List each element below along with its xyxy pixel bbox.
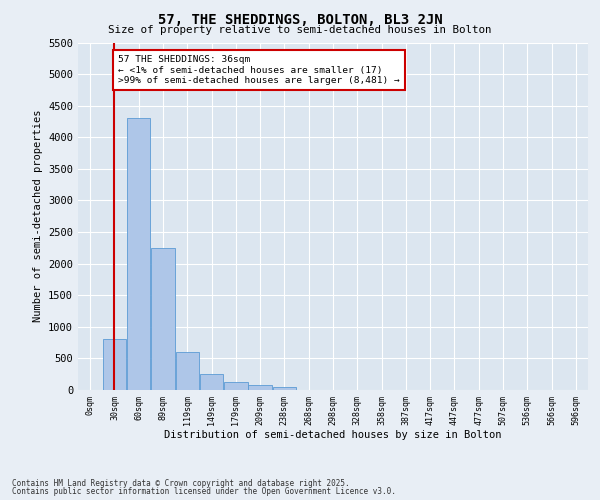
- Text: 57 THE SHEDDINGS: 36sqm
← <1% of semi-detached houses are smaller (17)
>99% of s: 57 THE SHEDDINGS: 36sqm ← <1% of semi-de…: [118, 55, 400, 85]
- Text: 57, THE SHEDDINGS, BOLTON, BL3 2JN: 57, THE SHEDDINGS, BOLTON, BL3 2JN: [158, 12, 442, 26]
- X-axis label: Distribution of semi-detached houses by size in Bolton: Distribution of semi-detached houses by …: [164, 430, 502, 440]
- Bar: [248, 385, 272, 390]
- Bar: [103, 340, 126, 390]
- Bar: [176, 352, 199, 390]
- Bar: [272, 387, 296, 390]
- Text: Size of property relative to semi-detached houses in Bolton: Size of property relative to semi-detach…: [108, 25, 492, 35]
- Bar: [127, 118, 151, 390]
- Bar: [200, 374, 223, 390]
- Text: Contains public sector information licensed under the Open Government Licence v3: Contains public sector information licen…: [12, 487, 396, 496]
- Text: Contains HM Land Registry data © Crown copyright and database right 2025.: Contains HM Land Registry data © Crown c…: [12, 478, 350, 488]
- Bar: [151, 248, 175, 390]
- Y-axis label: Number of semi-detached properties: Number of semi-detached properties: [32, 110, 43, 322]
- Bar: [224, 382, 248, 390]
